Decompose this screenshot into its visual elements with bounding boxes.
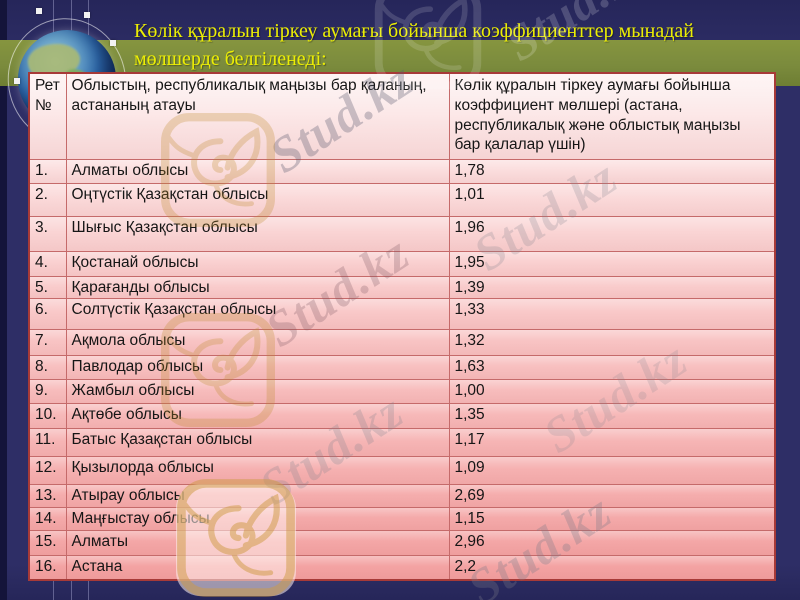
cell-row-number: 9. [28,378,67,404]
table-row: 12. Қызылорда облысы 1,09 [28,455,776,485]
cell-region-name: Қарағанды облысы [65,275,450,299]
table-row: 3. Шығыс Қазақстан облысы 1,96 [28,215,776,252]
cell-coefficient-value: 1,01 [448,182,776,217]
table-body: 1. Алматы облысы 1,78 2. Оңтүстік Қазақс… [28,158,776,581]
table-row: 10. Ақтөбе облысы 1,35 [28,402,776,429]
cell-region-name: Оңтүстік Қазақстан облысы [65,182,450,217]
coef-table: Рет № Облыстың, республикалық маңызы бар… [28,72,776,581]
cell-coefficient-value: 1,95 [448,250,776,277]
slide-title: Көлік құралын тіркеу аумағы бойынша коэф… [134,20,694,71]
cell-region-name: Астана [65,554,450,581]
header-region: Облыстың, республикалық маңызы бар қалан… [65,72,450,160]
cell-coefficient-value: 1,39 [448,275,776,299]
cell-region-name: Павлодар облысы [65,354,450,380]
cell-region-name: Жамбыл облысы [65,378,450,404]
table-row: 14. Маңғыстау облысы 1,15 [28,506,776,531]
cell-region-name: Солтүстік Қазақстан облысы [65,297,450,330]
cell-region-name: Алматы [65,529,450,556]
cell-region-name: Ақтөбе облысы [65,402,450,429]
cell-coefficient-value: 1,35 [448,402,776,429]
table-row: 4. Қостанай облысы 1,95 [28,250,776,277]
cell-row-number: 6. [28,297,67,330]
cell-row-number: 8. [28,354,67,380]
cell-region-name: Шығыс Қазақстан облысы [65,215,450,252]
cell-coefficient-value: 1,00 [448,378,776,404]
cell-coefficient-value: 1,78 [448,158,776,184]
cell-region-name: Батыс Қазақстан облысы [65,427,450,457]
cell-row-number: 14. [28,506,67,531]
cell-coefficient-value: 2,96 [448,529,776,556]
cell-row-number: 16. [28,554,67,581]
table-row: 2. Оңтүстік Қазақстан облысы 1,01 [28,182,776,217]
cell-region-name: Қостанай облысы [65,250,450,277]
table-row: 8. Павлодар облысы 1,63 [28,354,776,380]
cell-coefficient-value: 1,15 [448,506,776,531]
cell-region-name: Маңғыстау облысы [65,506,450,531]
cell-coefficient-value: 1,33 [448,297,776,330]
table-row: 13. Атырау облысы 2,69 [28,483,776,508]
cell-region-name: Атырау облысы [65,483,450,508]
coef-table-container: Рет № Облыстың, республикалық маңызы бар… [28,72,776,581]
table-row: 9. Жамбыл облысы 1,00 [28,378,776,404]
cell-row-number: 5. [28,275,67,299]
cell-coefficient-value: 1,17 [448,427,776,457]
table-row: 5. Қарағанды облысы 1,39 [28,275,776,299]
table-row: 1. Алматы облысы 1,78 [28,158,776,184]
cell-region-name: Қызылорда облысы [65,455,450,485]
cell-coefficient-value: 2,2 [448,554,776,581]
table-header-row: Рет № Облыстың, республикалық маңызы бар… [28,72,776,160]
cell-row-number: 2. [28,182,67,217]
orbit-satellite-dot [36,8,42,14]
cell-row-number: 3. [28,215,67,252]
cell-row-number: 1. [28,158,67,184]
cell-coefficient-value: 2,69 [448,483,776,508]
cell-row-number: 4. [28,250,67,277]
orbit-satellite-dot [110,40,116,46]
orbit-satellite-dot [84,12,90,18]
cell-row-number: 15. [28,529,67,556]
orbit-satellite-dot [14,78,20,84]
cell-coefficient-value: 1,63 [448,354,776,380]
cell-region-name: Алматы облысы [65,158,450,184]
table-row: 16. Астана 2,2 [28,554,776,581]
cell-coefficient-value: 1,09 [448,455,776,485]
left-edge-strip [0,0,7,600]
table-row: 11. Батыс Қазақстан облысы 1,17 [28,427,776,457]
cell-row-number: 7. [28,328,67,356]
cell-row-number: 12. [28,455,67,485]
cell-row-number: 11. [28,427,67,457]
cell-row-number: 13. [28,483,67,508]
cell-coefficient-value: 1,32 [448,328,776,356]
header-coefficient: Көлік құралын тіркеу аумағы бойынша коэф… [448,72,776,160]
cell-coefficient-value: 1,96 [448,215,776,252]
table-row: 7. Ақмола облысы 1,32 [28,328,776,356]
cell-row-number: 10. [28,402,67,429]
table-row: 6. Солтүстік Қазақстан облысы 1,33 [28,297,776,330]
header-number: Рет № [28,72,67,160]
table-row: 15. Алматы 2,96 [28,529,776,556]
cell-region-name: Ақмола облысы [65,328,450,356]
